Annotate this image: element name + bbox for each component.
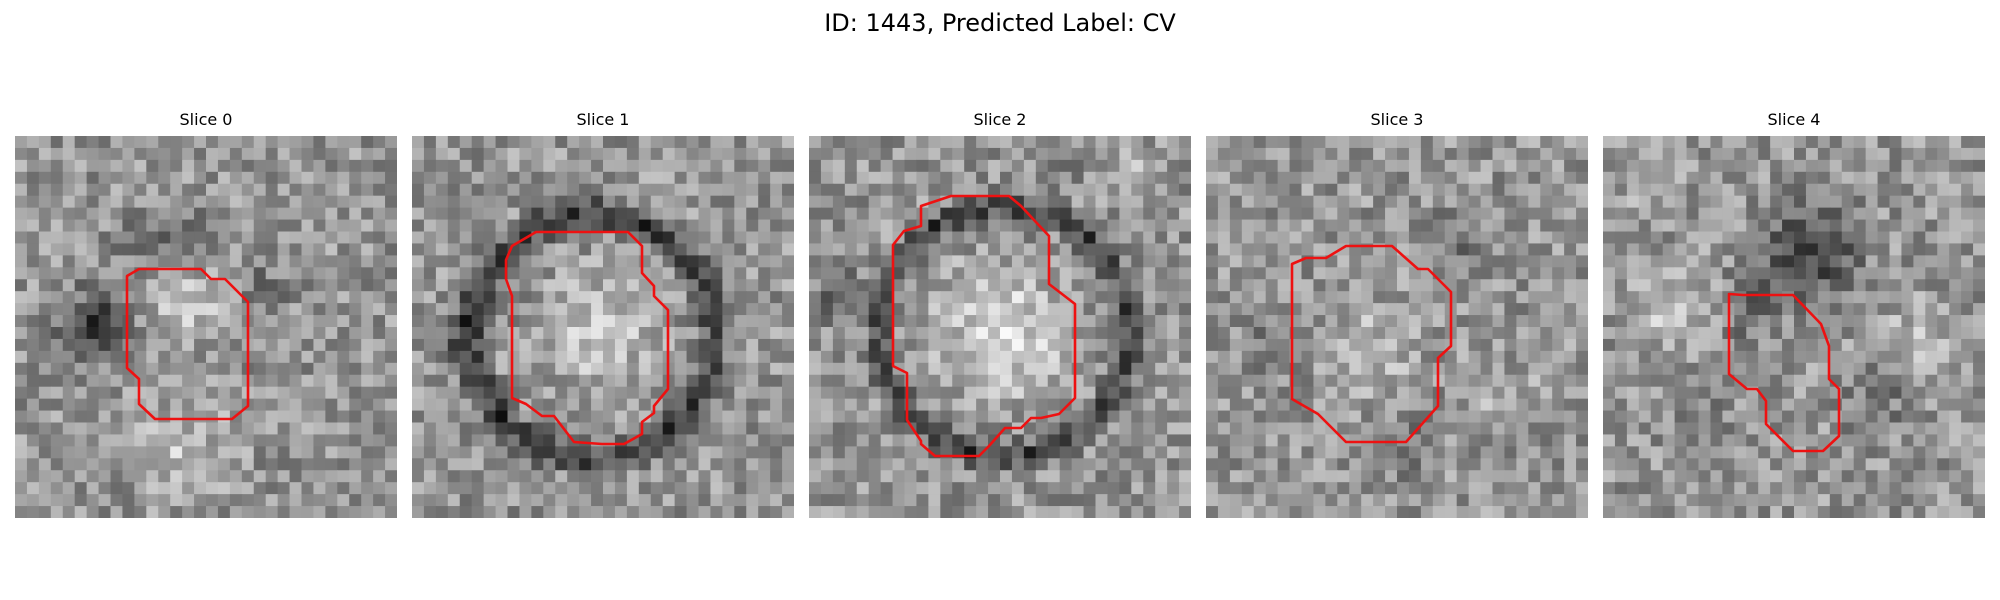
slice-panel-1: Slice 1 <box>412 108 794 518</box>
slice-image <box>412 136 794 518</box>
slice-panel-0: Slice 0 <box>15 108 397 518</box>
slice-title: Slice 0 <box>179 110 233 129</box>
slice-image-svg <box>1603 136 1985 518</box>
slice-panel-4: Slice 4 <box>1603 108 1985 518</box>
segmentation-contour <box>1290 244 1453 444</box>
slice-image-svg <box>412 136 794 518</box>
slice-image-svg <box>15 136 397 518</box>
pixel-grid <box>412 136 794 518</box>
figure-title: ID: 1443, Predicted Label: CV <box>824 9 1176 37</box>
slice-image <box>15 136 397 518</box>
slice-panel-2: Slice 2 <box>809 108 1191 518</box>
slice-image <box>809 136 1191 518</box>
pixel-grid <box>1603 136 1985 518</box>
slice-title: Slice 3 <box>1370 110 1424 129</box>
segmentation-contour <box>1727 292 1841 453</box>
segmentation-contour <box>891 194 1077 458</box>
slice-image <box>1603 136 1985 518</box>
segmentation-contour <box>125 267 250 421</box>
pixel-grid <box>809 136 1191 518</box>
slice-image-svg <box>809 136 1191 518</box>
slice-panel-3: Slice 3 <box>1206 108 1588 518</box>
slice-title: Slice 2 <box>973 110 1027 129</box>
pixel-grid <box>1206 136 1588 518</box>
slice-title: Slice 4 <box>1767 110 1821 129</box>
slice-image <box>1206 136 1588 518</box>
pixel-grid <box>15 136 397 518</box>
slice-title: Slice 1 <box>576 110 630 129</box>
slice-image-svg <box>1206 136 1588 518</box>
segmentation-contour <box>504 230 670 446</box>
